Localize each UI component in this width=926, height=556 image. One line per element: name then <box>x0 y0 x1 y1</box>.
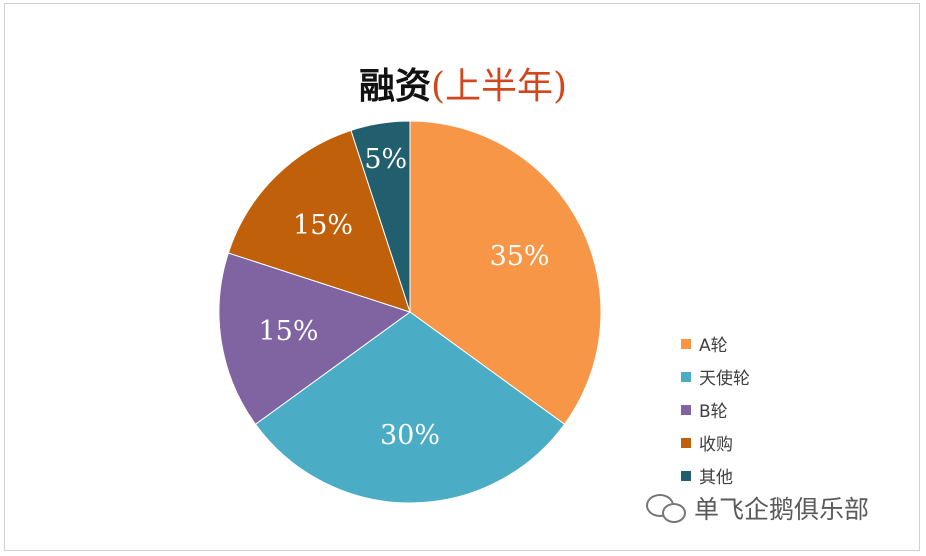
slice-label-3: 15% <box>259 316 319 347</box>
legend-swatch-5 <box>681 470 691 481</box>
wechat-icon <box>646 492 686 524</box>
chart-title-main: 融资 <box>358 65 431 107</box>
legend-item-5: 其他 <box>681 459 750 492</box>
slice-label-2: 30% <box>380 420 440 451</box>
pie-slice-1 <box>409 120 602 425</box>
legend-swatch-2 <box>681 371 691 382</box>
legend-swatch-4 <box>681 437 691 448</box>
pie-slice-4 <box>227 129 411 313</box>
legend-item-2: 天使轮 <box>681 360 750 393</box>
slice-label-1: 35% <box>490 241 550 272</box>
legend-label-2: 天使轮 <box>699 369 750 389</box>
legend-label-5: 其他 <box>699 468 733 488</box>
legend-item-4: 收购 <box>681 426 750 459</box>
chart-legend: A轮天使轮 B轮收购其他 <box>681 327 750 492</box>
legend-swatch-1 <box>681 338 691 349</box>
legend-label-3: B轮 <box>699 402 728 422</box>
legend-swatch-3 <box>681 404 691 415</box>
chart-title-sub: (上半年) <box>430 66 568 107</box>
pie-slice-3 <box>218 252 412 425</box>
pie-slice-5 <box>350 120 411 313</box>
legend-item-3: B轮 <box>681 393 750 426</box>
chart-title: 融资(上半年) <box>0 58 926 115</box>
slice-label-5: 5% <box>364 144 407 175</box>
watermark: 单飞企鹅俱乐部 <box>646 490 869 526</box>
legend-item-1: A轮 <box>681 327 750 360</box>
slice-label-4: 15% <box>293 210 353 241</box>
watermark-text: 单飞企鹅俱乐部 <box>694 495 870 524</box>
legend-label-4: 收购 <box>699 435 733 455</box>
pie-slice-2 <box>254 311 566 504</box>
legend-label-1: A轮 <box>699 336 728 356</box>
